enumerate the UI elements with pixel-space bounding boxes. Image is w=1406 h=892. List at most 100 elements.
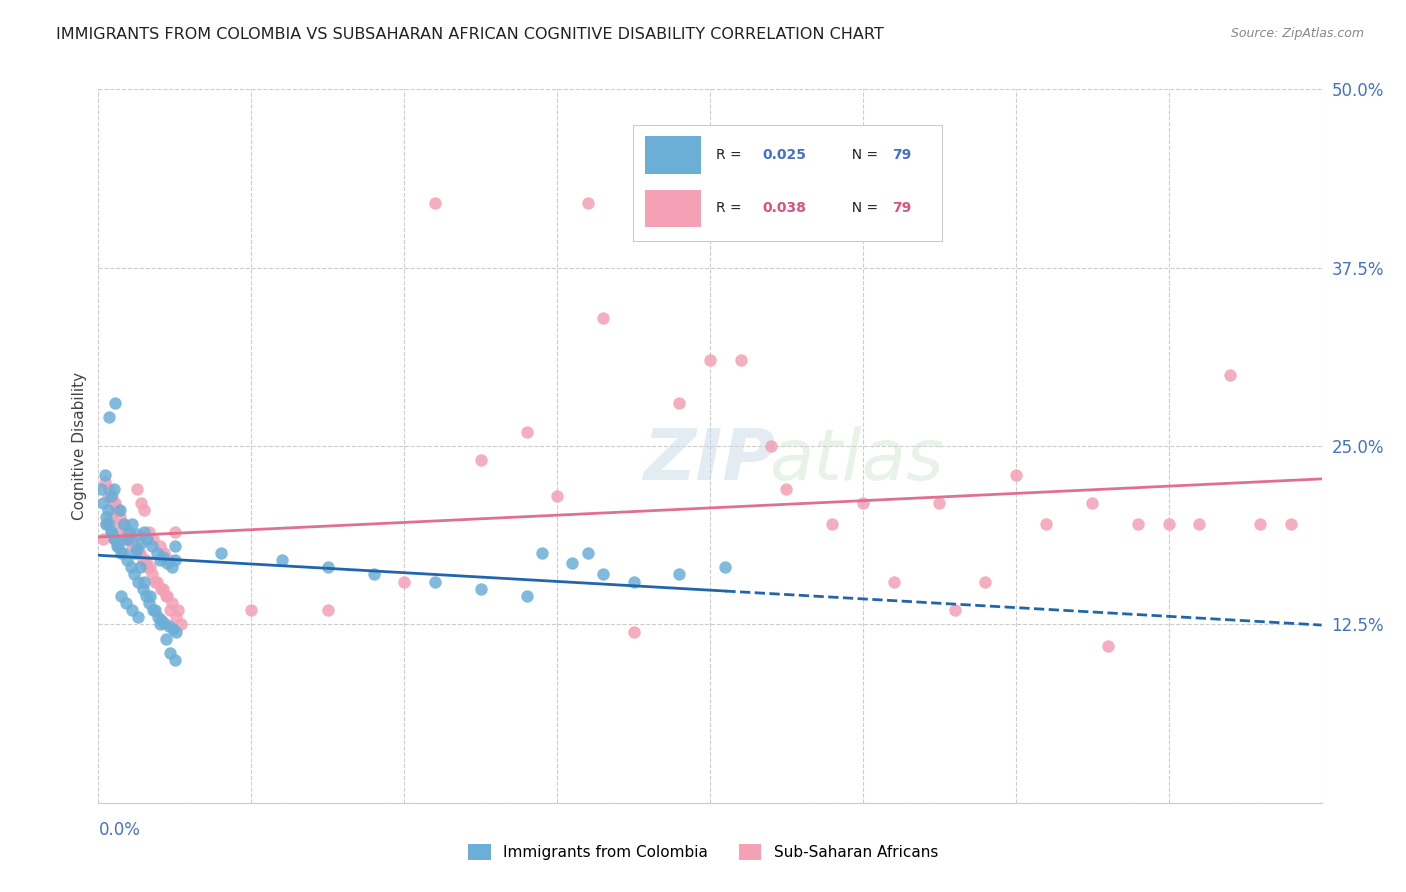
Point xyxy=(1219,368,1241,382)
Point xyxy=(163,524,186,539)
Point xyxy=(128,560,150,574)
Point xyxy=(163,539,186,553)
Point xyxy=(125,482,148,496)
Point xyxy=(105,539,128,553)
Point xyxy=(149,539,172,553)
Y-axis label: Cognitive Disability: Cognitive Disability xyxy=(72,372,87,520)
Point xyxy=(146,610,169,624)
Point xyxy=(104,496,127,510)
Point xyxy=(139,560,162,574)
Point xyxy=(1128,517,1150,532)
Point xyxy=(1249,517,1271,532)
Point xyxy=(730,353,752,368)
Point xyxy=(142,603,165,617)
Point xyxy=(150,613,173,627)
Point xyxy=(155,589,177,603)
Point xyxy=(316,603,339,617)
Point xyxy=(167,603,190,617)
Point xyxy=(821,517,844,532)
Point xyxy=(120,532,142,546)
Point xyxy=(141,539,163,553)
Point xyxy=(316,560,339,574)
Point xyxy=(1035,517,1057,532)
Point xyxy=(165,624,187,639)
Point xyxy=(122,567,145,582)
Point xyxy=(125,527,148,541)
Point xyxy=(121,603,143,617)
Text: atlas: atlas xyxy=(769,425,943,495)
Point xyxy=(392,574,416,589)
Point xyxy=(120,560,142,574)
Point xyxy=(134,574,156,589)
Point xyxy=(159,603,181,617)
Point xyxy=(132,582,155,596)
Point xyxy=(118,532,141,546)
Text: N =: N = xyxy=(844,148,883,162)
Point xyxy=(943,603,966,617)
Point xyxy=(107,539,129,553)
Text: ZIP: ZIP xyxy=(644,425,776,495)
Point xyxy=(98,517,121,532)
Point xyxy=(115,532,138,546)
Point xyxy=(149,553,172,567)
Point xyxy=(156,589,179,603)
Point xyxy=(363,567,385,582)
Point xyxy=(1004,467,1026,482)
Point xyxy=(121,539,143,553)
Text: R =: R = xyxy=(716,148,747,162)
Point xyxy=(699,353,721,368)
Text: 0.038: 0.038 xyxy=(762,202,807,215)
Point xyxy=(141,567,163,582)
Point xyxy=(129,496,152,510)
Point xyxy=(115,524,138,539)
Point xyxy=(157,553,180,567)
Point xyxy=(105,503,128,517)
Point xyxy=(883,574,905,589)
Point xyxy=(110,546,132,560)
Point xyxy=(470,582,492,596)
Point xyxy=(1188,517,1211,532)
Point xyxy=(623,624,645,639)
Text: 79: 79 xyxy=(893,148,911,162)
Point xyxy=(121,517,143,532)
Point xyxy=(97,489,120,503)
Point xyxy=(135,589,157,603)
Point xyxy=(159,646,181,660)
FancyBboxPatch shape xyxy=(645,136,700,174)
Point xyxy=(101,489,124,503)
Point xyxy=(94,517,117,532)
Point xyxy=(1081,496,1104,510)
Point xyxy=(127,574,149,589)
Point xyxy=(136,532,159,546)
Point xyxy=(668,567,690,582)
Point xyxy=(974,574,997,589)
Point xyxy=(668,396,690,410)
Point xyxy=(136,560,159,574)
Point xyxy=(546,489,568,503)
Point xyxy=(128,546,150,560)
Point xyxy=(112,517,135,532)
Point xyxy=(125,541,148,556)
Point xyxy=(97,503,120,517)
Point xyxy=(134,503,156,517)
Point xyxy=(110,517,132,532)
Point xyxy=(93,475,115,489)
Point xyxy=(129,536,152,550)
Point xyxy=(132,553,155,567)
Point xyxy=(104,396,127,410)
Point xyxy=(470,453,492,467)
Text: R =: R = xyxy=(716,202,747,215)
Point xyxy=(149,617,172,632)
Point xyxy=(138,596,160,610)
Point xyxy=(145,546,167,560)
Text: IMMIGRANTS FROM COLOMBIA VS SUBSAHARAN AFRICAN COGNITIVE DISABILITY CORRELATION : IMMIGRANTS FROM COLOMBIA VS SUBSAHARAN A… xyxy=(56,27,884,42)
Point xyxy=(145,574,167,589)
Point xyxy=(118,524,141,539)
Point xyxy=(150,582,173,596)
Point xyxy=(115,596,138,610)
Point xyxy=(135,553,157,567)
Point xyxy=(100,489,122,503)
Point xyxy=(108,503,131,517)
Point xyxy=(108,510,131,524)
Point xyxy=(160,560,183,574)
